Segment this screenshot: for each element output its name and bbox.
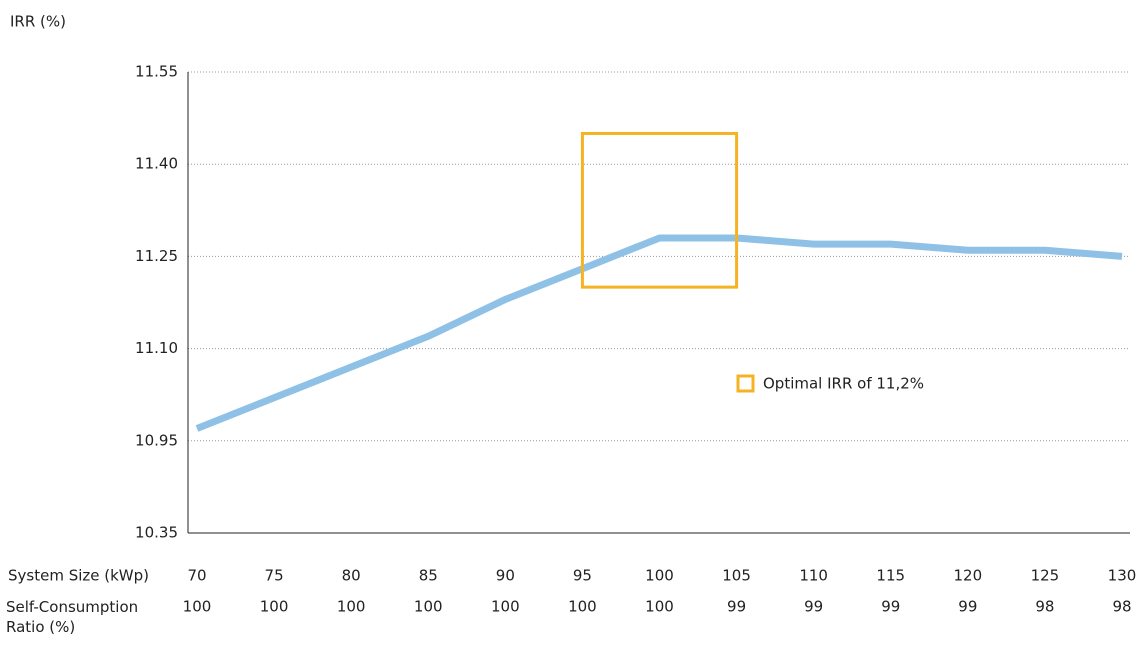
second-row-value: 98	[1112, 598, 1131, 616]
x-tick-label: 110	[799, 567, 828, 585]
x-tick-label: 125	[1031, 567, 1060, 585]
x-tick-label: 75	[265, 567, 284, 585]
legend-label: Optimal IRR of 11,2%	[763, 375, 924, 393]
second-row-value: 100	[183, 598, 212, 616]
y-tick-label: 11.25	[135, 247, 178, 265]
y-tick-label: 11.10	[135, 339, 178, 357]
x-tick-label: 90	[496, 567, 515, 585]
second-row-value: 100	[260, 598, 289, 616]
second-row-value: 99	[727, 598, 746, 616]
x-tick-label: 120	[954, 567, 983, 585]
second-row-value: 99	[958, 598, 977, 616]
y-axis-label: IRR (%)	[10, 13, 66, 31]
second-row-value: 99	[881, 598, 900, 616]
legend-swatch	[736, 374, 755, 393]
y-tick-label: 10.35	[135, 524, 178, 542]
second-row-value: 100	[568, 598, 597, 616]
x-tick-label: 115	[876, 567, 905, 585]
y-tick-label: 11.40	[135, 155, 178, 173]
x-tick-label: 100	[645, 567, 674, 585]
second-row-value: 100	[645, 598, 674, 616]
x-tick-label: 80	[342, 567, 361, 585]
irr-line	[195, 234, 1123, 432]
second-row-value: 100	[414, 598, 443, 616]
second-row-label-box: Self-Consumption Ratio (%)	[6, 598, 139, 636]
y-tick-label: 11.55	[135, 63, 178, 81]
x-tick-label: 130	[1108, 567, 1137, 585]
second-row-value: 98	[1035, 598, 1054, 616]
x-tick-label: 85	[419, 567, 438, 585]
x-tick-label: 105	[722, 567, 751, 585]
x-row-label: System Size (kWp)	[8, 567, 149, 585]
optimal-box	[580, 131, 739, 289]
x-tick-label: 95	[573, 567, 592, 585]
second-row-value: 100	[491, 598, 520, 616]
second-row-value: 99	[804, 598, 823, 616]
x-tick-label: 70	[187, 567, 206, 585]
second-row-value: 100	[337, 598, 366, 616]
second-row-label: Self-Consumption Ratio (%)	[6, 598, 139, 636]
y-tick-label: 10.95	[135, 431, 178, 449]
